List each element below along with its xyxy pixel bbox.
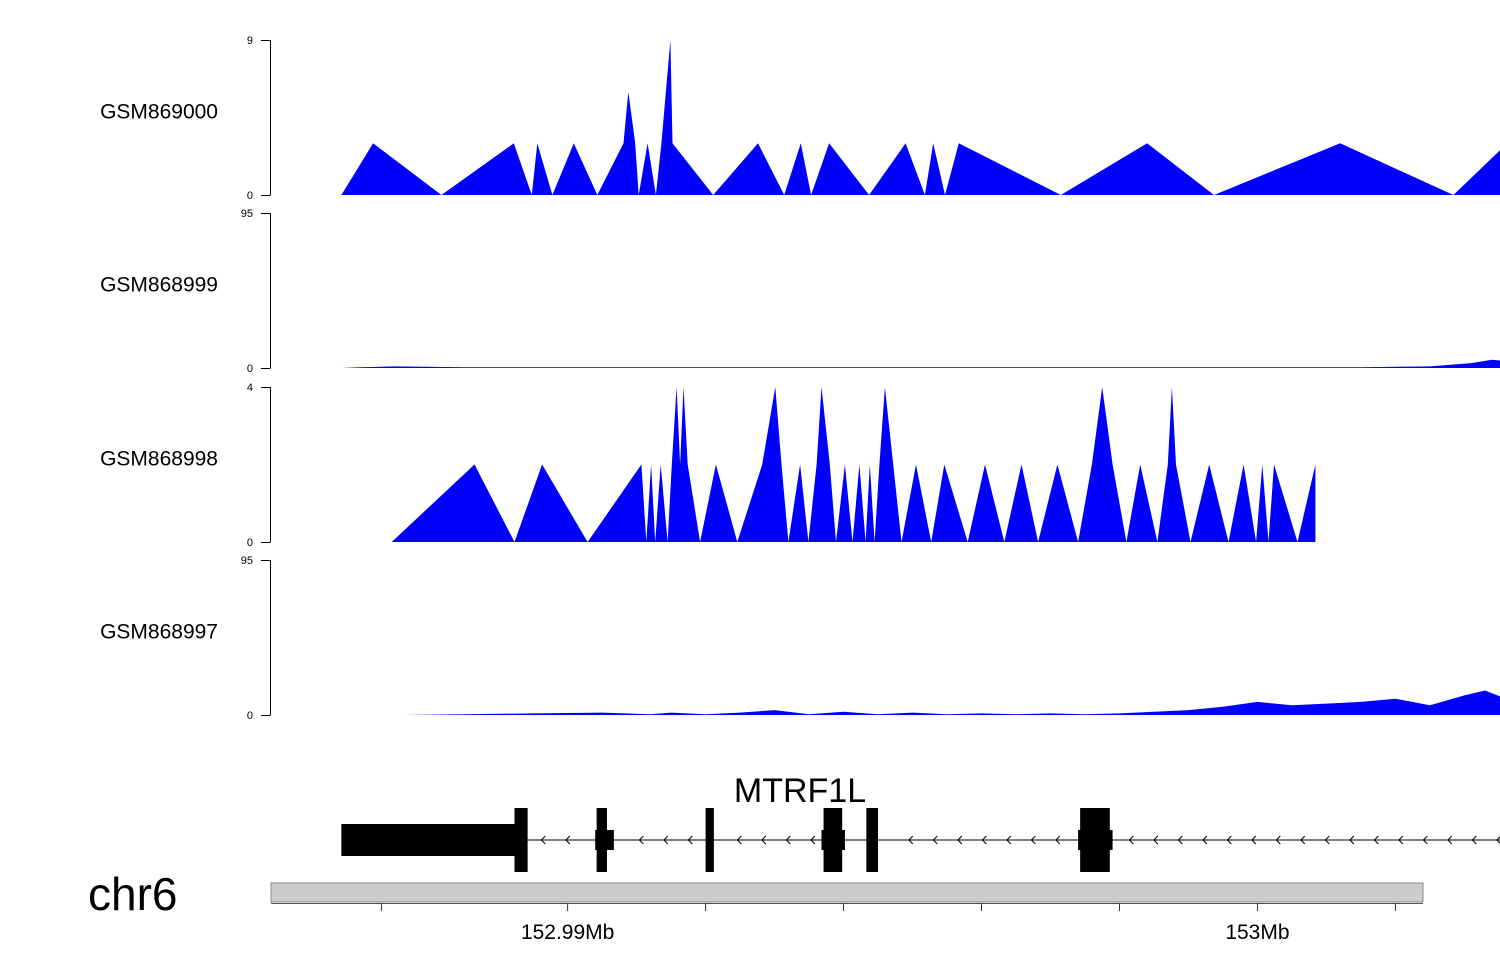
strand-chevron (810, 835, 816, 845)
gene-name-label: MTRF1L (734, 772, 866, 810)
track-label: GSM868997 (100, 621, 218, 644)
track-label: GSM869000 (100, 101, 218, 124)
strand-chevron (1153, 835, 1159, 845)
track-label: GSM868999 (100, 274, 218, 297)
strand-chevron (687, 835, 693, 845)
x-tick-label: 152.99Mb (521, 921, 614, 944)
exon-block (866, 808, 879, 872)
y-tick-label: 0 (247, 710, 253, 722)
y-tick-label: 95 (241, 208, 253, 220)
strand-chevron (736, 835, 742, 845)
exon-block (705, 808, 714, 872)
gene-model (341, 808, 1500, 872)
strand-chevron (1422, 835, 1428, 845)
y-tick-label: 0 (247, 190, 253, 202)
strand-chevron (1177, 835, 1183, 845)
strand-chevron (1202, 835, 1208, 845)
chromosome-label: chr6 (88, 868, 177, 920)
strand-chevron (1398, 835, 1404, 845)
signal-tracks: GSM86900009GSM868999095GSM86899804GSM868… (100, 35, 1500, 722)
strand-chevron (1006, 835, 1012, 845)
strand-chevron (1300, 835, 1306, 845)
exon-block (1080, 808, 1110, 872)
strand-chevron (1128, 835, 1134, 845)
exon-block (823, 808, 843, 872)
track-label: GSM868998 (100, 448, 218, 471)
track-GSM868997: GSM868997 0 95 (100, 555, 1500, 722)
strand-chevron (1251, 835, 1257, 845)
strand-chevron (1324, 835, 1330, 845)
strand-chevron (1349, 835, 1355, 845)
utr-block (341, 824, 515, 856)
strand-chevron (663, 835, 669, 845)
track-GSM868998: GSM868998 0 4 (100, 382, 1316, 549)
y-tick-label: 95 (241, 555, 253, 567)
strand-chevron (785, 835, 791, 845)
y-tick-label: 4 (247, 382, 253, 394)
strand-chevron (1030, 835, 1036, 845)
track-GSM869000: GSM869000 0 9 (100, 35, 1500, 202)
strand-chevron (1275, 835, 1281, 845)
exon-block (514, 808, 528, 872)
ideogram-bar (270, 882, 1424, 903)
strand-chevron (638, 835, 644, 845)
x-tick-label: 153Mb (1225, 921, 1289, 944)
exon-block (596, 808, 607, 872)
signal-area (341, 359, 1500, 368)
y-tick-label: 0 (247, 537, 253, 549)
y-tick-label: 0 (247, 363, 253, 375)
strand-chevron (1373, 835, 1379, 845)
strand-chevron (957, 835, 963, 845)
track-GSM868999: GSM868999 0 95 (100, 208, 1500, 375)
strand-chevron (1226, 835, 1232, 845)
strand-chevron (761, 835, 767, 845)
strand-chevron (981, 835, 987, 845)
strand-chevron (932, 835, 938, 845)
y-tick-label: 9 (247, 35, 253, 47)
strand-chevron (1055, 835, 1061, 845)
strand-chevron (1447, 835, 1453, 845)
strand-chevron (565, 835, 571, 845)
strand-chevron (908, 835, 914, 845)
genomic-axis: 152.99Mb 153Mb (271, 903, 1423, 944)
signal-area (391, 387, 1316, 542)
signal-area (341, 40, 1500, 195)
signal-area (404, 690, 1500, 715)
strand-chevron (1471, 835, 1477, 845)
strand-chevron (540, 835, 546, 845)
